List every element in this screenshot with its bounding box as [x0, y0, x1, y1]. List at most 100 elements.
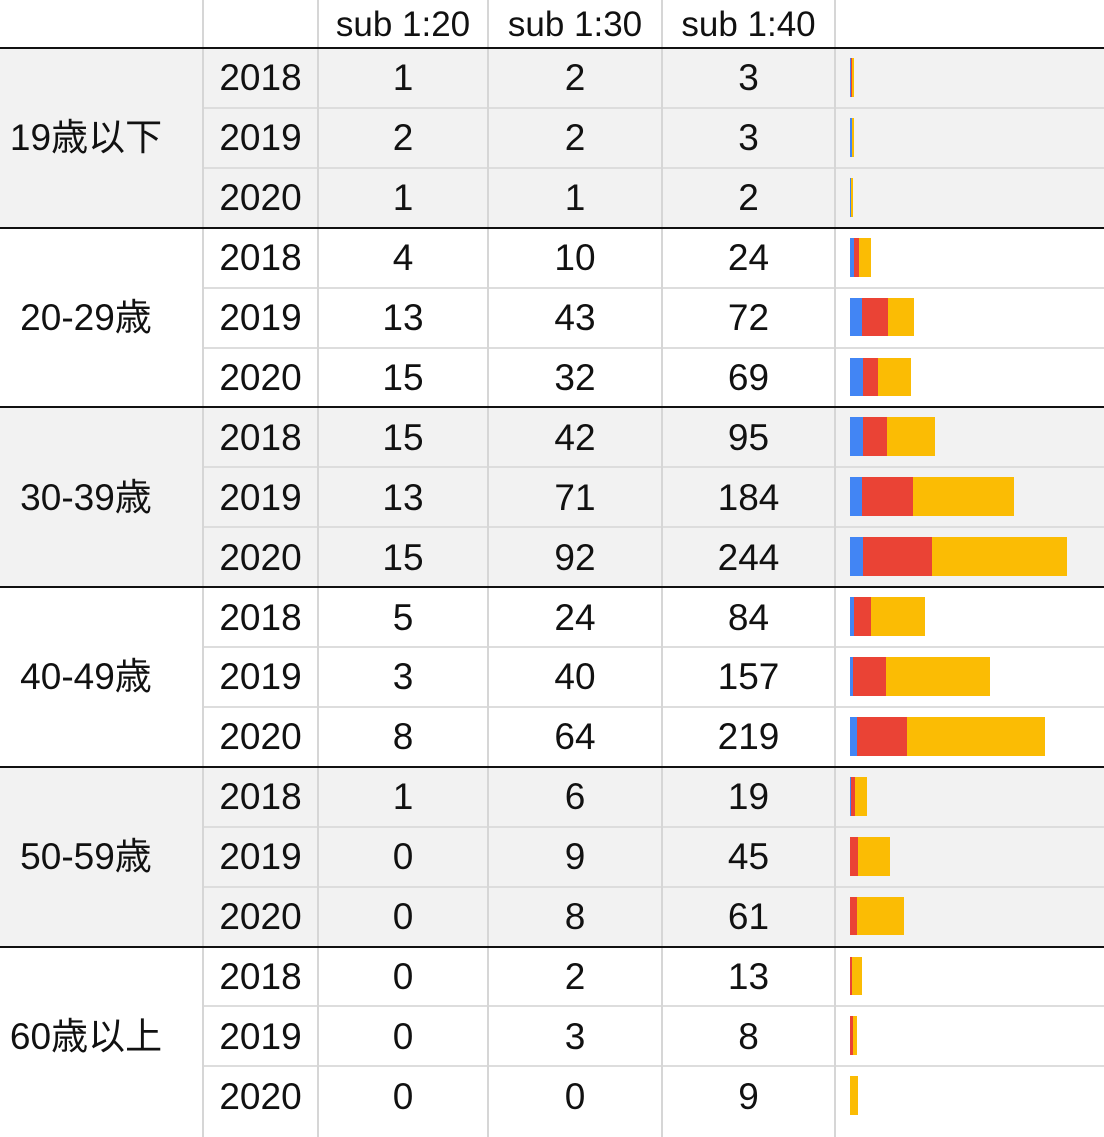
header-year	[203, 0, 318, 48]
group-separator	[0, 765, 1104, 768]
group-band	[0, 766, 1104, 947]
value-cell: 24	[554, 596, 596, 638]
bar-segment-sub-1-30	[852, 657, 886, 696]
header-age	[0, 0, 203, 48]
header-series-2: sub 1:30	[507, 4, 643, 44]
value-cell: 1	[392, 57, 414, 99]
bar-segment-sub-1-30	[850, 836, 858, 876]
row-divider	[203, 106, 1104, 109]
bar-segment-sub-1-40	[871, 597, 925, 636]
row-divider	[203, 1005, 1104, 1008]
value-cell: 8	[392, 716, 414, 758]
column-divider	[202, 0, 204, 1137]
value-cell: 24	[727, 237, 770, 279]
value-cell: 0	[392, 896, 414, 938]
value-cell: 9	[738, 1075, 759, 1117]
value-cell: 184	[717, 476, 780, 518]
bar-segment-sub-1-30	[857, 716, 907, 756]
value-cell: 1	[564, 177, 586, 219]
row-divider	[203, 466, 1104, 469]
bar-segment-sub-1-30	[850, 776, 856, 816]
value-cell: 2	[564, 955, 586, 997]
group-separator	[0, 226, 1104, 229]
year-cell: 2019	[219, 836, 302, 878]
value-cell: 40	[554, 656, 596, 698]
row-divider	[203, 646, 1104, 648]
value-cell: 69	[727, 356, 770, 398]
value-cell: 2	[392, 117, 414, 159]
year-cell: 2018	[219, 955, 302, 997]
age-group-label: 40-49歳	[20, 656, 152, 698]
group-separator	[0, 47, 1104, 49]
group-band	[0, 48, 1104, 228]
value-cell: 13	[727, 955, 770, 997]
age-group-label: 30-39歳	[20, 476, 152, 518]
group-separator	[0, 406, 1104, 409]
value-cell: 15	[382, 356, 424, 398]
bar-segment-sub-1-40	[852, 1016, 858, 1056]
value-cell: 4	[392, 237, 414, 279]
value-cell: 8	[564, 896, 586, 938]
value-cell: 9	[564, 836, 586, 878]
value-cell: 0	[392, 955, 414, 997]
bar-segment-sub-1-30	[854, 597, 872, 636]
value-cell: 219	[717, 716, 780, 758]
value-cell: 157	[717, 656, 780, 698]
year-cell: 2020	[219, 716, 302, 758]
column-divider	[487, 0, 489, 1137]
value-cell: 6	[564, 776, 586, 818]
age-group-label: 50-59歳	[20, 836, 152, 878]
year-cell: 2019	[219, 297, 302, 339]
value-cell: 71	[554, 476, 596, 518]
value-cell: 3	[738, 57, 759, 99]
row-divider	[203, 286, 1104, 289]
bar-segment-sub-1-20	[850, 297, 862, 337]
value-cell: 13	[382, 476, 424, 518]
value-cell: 2	[564, 117, 586, 159]
value-cell: 0	[392, 1075, 414, 1117]
value-cell: 43	[554, 297, 596, 339]
year-cell: 2020	[219, 177, 302, 219]
bar-segment-sub-1-30	[863, 357, 879, 397]
bar-segment-sub-1-30	[863, 417, 888, 457]
bar-segment-sub-1-20	[850, 477, 862, 517]
row-divider	[203, 705, 1104, 708]
value-cell: 84	[727, 596, 770, 638]
bar-segment-sub-1-20	[850, 597, 855, 636]
bar-segment-sub-1-40	[878, 357, 912, 397]
row-divider	[203, 825, 1104, 828]
bar-segment-sub-1-30	[850, 1016, 853, 1056]
bar-segment-sub-1-30	[861, 297, 889, 337]
value-cell: 13	[382, 297, 424, 339]
value-cell: 244	[717, 536, 780, 578]
year-cell: 2018	[219, 776, 302, 818]
row-divider	[203, 346, 1104, 349]
bar-segment-sub-1-30	[850, 896, 858, 936]
bar-segment-sub-1-40	[855, 776, 867, 816]
value-cell: 3	[564, 1015, 586, 1057]
value-cell: 32	[554, 356, 596, 398]
value-cell: 5	[392, 596, 414, 638]
value-cell: 92	[554, 536, 596, 578]
value-cell: 0	[392, 836, 414, 878]
bar-segment-sub-1-40	[858, 237, 872, 277]
column-divider	[661, 0, 663, 1137]
row-divider	[203, 885, 1104, 888]
year-cell: 2020	[219, 356, 302, 398]
age-group-label: 60歳以上	[9, 1015, 163, 1057]
value-cell: 45	[727, 836, 770, 878]
value-cell: 42	[554, 416, 596, 458]
value-cell: 2	[738, 177, 759, 219]
bar-segment-sub-1-40	[851, 117, 854, 157]
bar-segment-sub-1-20	[850, 657, 853, 696]
bar-segment-sub-1-30	[863, 537, 932, 577]
bar-segment-sub-1-40	[858, 836, 891, 876]
value-cell: 64	[554, 716, 596, 758]
value-cell: 0	[392, 1015, 414, 1057]
value-cell: 95	[727, 416, 770, 458]
value-cell: 2	[564, 57, 586, 99]
group-separator	[0, 945, 1104, 948]
bar-segment-sub-1-20	[850, 537, 864, 577]
bar-segment-sub-1-40	[931, 537, 1068, 577]
year-cell: 2018	[219, 596, 302, 638]
